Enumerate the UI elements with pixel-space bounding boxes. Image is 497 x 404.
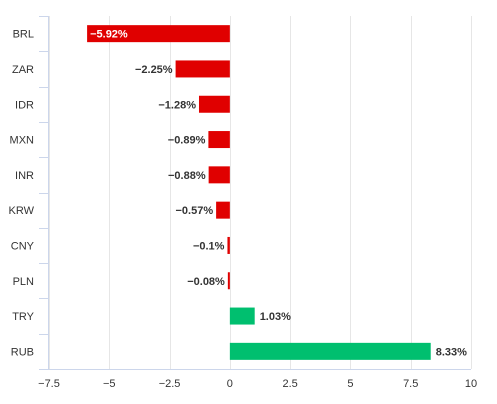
data-label: −0.1% xyxy=(193,240,225,252)
x-tick-label: 0 xyxy=(227,378,233,390)
bar-rub[interactable] xyxy=(229,342,431,360)
bar-idr[interactable] xyxy=(198,95,230,113)
data-label: −0.88% xyxy=(168,170,206,182)
data-label: −0.57% xyxy=(175,205,213,217)
category-label: BRL xyxy=(13,29,34,41)
data-label: −0.08% xyxy=(187,276,225,288)
bars xyxy=(87,25,431,360)
grid-lines xyxy=(49,16,472,369)
x-tick-label: 7.5 xyxy=(403,378,418,390)
category-label: TRY xyxy=(12,311,34,323)
x-tick-label: 10 xyxy=(465,378,477,390)
data-label: 8.33% xyxy=(436,346,467,358)
bar-krw[interactable] xyxy=(216,201,230,219)
x-tick-label: 5 xyxy=(347,378,353,390)
x-tick-label: −7.5 xyxy=(38,378,60,390)
category-label: PLN xyxy=(13,276,34,288)
x-tick-label: −5 xyxy=(103,378,116,390)
data-labels: −5.92% −2.25% −1.28% −0.89% −0.88% −0.57% −0.1… xyxy=(90,29,467,359)
data-label: −5.92% xyxy=(90,29,128,41)
bar-brl[interactable] xyxy=(87,25,230,43)
category-labels: BRL ZAR IDR MXN INR KRW CNY PLN TRY RUB xyxy=(9,16,49,370)
category-label: KRW xyxy=(9,205,35,217)
bar-mxn[interactable] xyxy=(208,131,230,149)
category-label: CNY xyxy=(11,240,35,252)
data-label: −0.89% xyxy=(168,135,206,147)
data-label: −1.28% xyxy=(158,99,196,111)
category-label: IDR xyxy=(15,99,34,111)
bar-try[interactable] xyxy=(229,307,255,325)
x-tick-label: −2.5 xyxy=(159,378,181,390)
bar-inr[interactable] xyxy=(208,166,230,184)
category-label: INR xyxy=(15,170,34,182)
data-label: −2.25% xyxy=(135,64,173,76)
category-label: ZAR xyxy=(12,64,34,76)
x-axis-tick-labels: −7.5 −5 −2.5 0 2.5 5 7.5 10 xyxy=(38,378,477,390)
bar-zar[interactable] xyxy=(175,60,230,78)
data-label: 1.03% xyxy=(260,311,291,323)
bar-cny[interactable] xyxy=(227,236,230,254)
x-tick-label: 2.5 xyxy=(282,378,297,390)
category-label: MXN xyxy=(10,135,35,147)
category-label: RUB xyxy=(11,346,34,358)
bar-pln[interactable] xyxy=(227,272,230,290)
